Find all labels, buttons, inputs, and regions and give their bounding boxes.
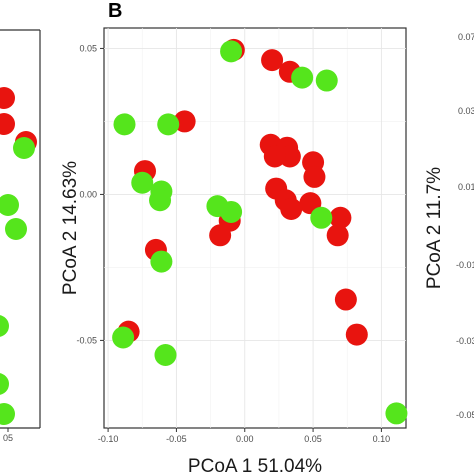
cropped-data-point (0, 373, 9, 395)
x-tick-label: -0.05 (166, 434, 187, 444)
right-panel-y-tick: -0.01 (456, 260, 474, 270)
cropped-data-point (0, 113, 15, 135)
data-point (345, 323, 368, 346)
data-point (263, 145, 286, 168)
data-point (220, 200, 243, 223)
data-point (334, 288, 357, 311)
data-point (157, 113, 180, 136)
right-panel-y-tick: 0.01 (458, 182, 474, 192)
cropped-data-point (13, 137, 35, 159)
y-axis: -0.05 0.00 0.05 (76, 43, 104, 345)
data-point (131, 171, 154, 194)
data-point (154, 344, 177, 367)
data-point (303, 165, 326, 188)
cropped-data-point (0, 87, 15, 109)
cropped-data-point (0, 194, 19, 216)
data-point (280, 198, 303, 221)
cropped-data-point (5, 218, 27, 240)
right-panel-y-axis-title: PCoA 2 11.7% (424, 167, 445, 289)
cropped-data-point (0, 403, 15, 425)
data-point (150, 250, 173, 273)
left-panel-x-tick-label: 05 (3, 433, 13, 443)
data-point (209, 224, 232, 247)
right-panel-y-tick: -0.05 (456, 410, 474, 420)
data-point (149, 189, 172, 212)
data-point (173, 110, 196, 133)
panel-label: B (108, 0, 122, 22)
data-point (278, 145, 301, 168)
data-point (113, 113, 136, 136)
x-tick-label: 0.10 (373, 434, 391, 444)
y-tick-label: 0.00 (79, 189, 97, 199)
plot-panel: -0.10 -0.05 0.00 0.05 0.10 -0.05 0.00 0.05 (76, 27, 408, 444)
data-point (326, 224, 349, 247)
right-panel-y-tick: 0.07 (458, 32, 474, 42)
data-point (112, 326, 135, 349)
x-tick-label: 0.00 (236, 434, 254, 444)
data-point (291, 66, 314, 89)
x-tick-label: 0.05 (304, 434, 322, 444)
data-point (385, 402, 408, 425)
y-axis-title: PCoA 2 14.63% (60, 161, 81, 295)
data-point (329, 206, 352, 229)
data-point (220, 40, 243, 63)
data-point (310, 206, 333, 229)
right-panel-y-tick: 0.03 (458, 106, 474, 116)
data-point (261, 49, 284, 72)
y-tick-label: -0.05 (76, 335, 97, 345)
right-panel-y-tick: -0.03 (456, 336, 474, 346)
y-tick-label: 0.05 (79, 43, 97, 53)
x-axis-title: PCoA 1 51.04% (188, 456, 322, 474)
data-point (315, 69, 338, 92)
right-panel: PCoA 2 11.7% 0.07 0.03 0.01 -0.01 -0.03 … (424, 32, 474, 420)
cropped-data-point (0, 315, 9, 337)
x-tick-label: -0.10 (98, 434, 119, 444)
scatter-points (112, 38, 408, 425)
left-panel: 05 (0, 29, 41, 443)
x-axis: -0.10 -0.05 0.00 0.05 0.10 (98, 428, 390, 444)
